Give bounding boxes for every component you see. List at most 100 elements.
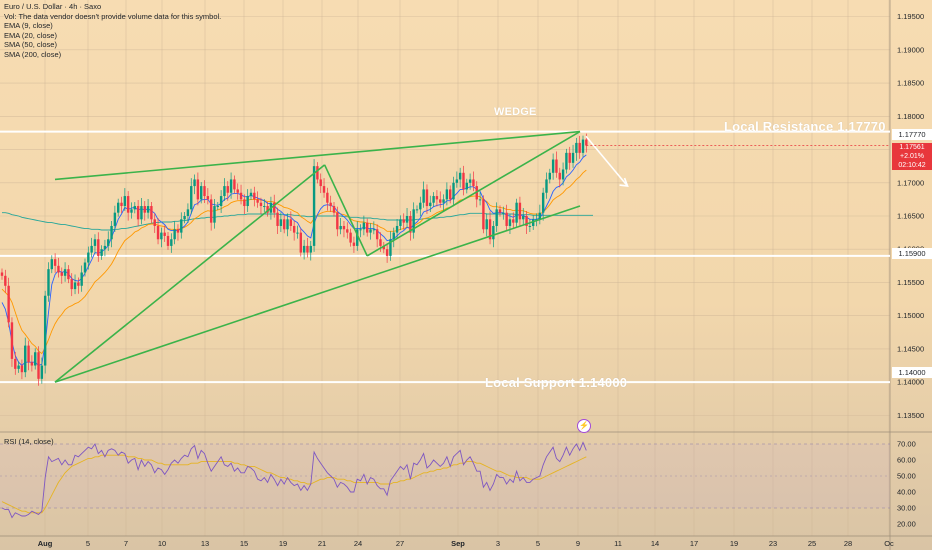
candle-body xyxy=(568,152,571,163)
candle-body xyxy=(578,142,581,153)
candle-body xyxy=(366,222,369,233)
candle-body xyxy=(505,212,508,226)
candle-body xyxy=(452,182,455,200)
wedge-inner-rise-1 xyxy=(54,164,326,383)
price-tick-label: 1.14500 xyxy=(897,344,924,353)
candle-body xyxy=(495,209,498,226)
candle-body xyxy=(166,235,170,246)
resistance-price-tag: 1.17770 xyxy=(892,129,932,140)
indicator-sma200[interactable]: SMA (200, close) xyxy=(4,49,62,59)
time-tick-label: 15 xyxy=(240,539,248,548)
candle-body xyxy=(120,202,123,207)
candle-body xyxy=(130,209,133,213)
candle-body xyxy=(548,172,551,180)
candle-body xyxy=(180,219,183,233)
time-tick-label: 10 xyxy=(158,539,166,548)
candle-body xyxy=(143,206,146,213)
rsi-legend[interactable]: RSI (14, close) xyxy=(4,437,54,446)
symbol-title[interactable]: Euro / U.S. Dollar · 4h · Saxo xyxy=(4,2,102,11)
candle-body xyxy=(190,186,193,210)
candle-body xyxy=(419,202,422,210)
candle-body xyxy=(346,229,349,233)
candle-body xyxy=(462,172,465,190)
candle-body xyxy=(522,216,525,220)
candle-body xyxy=(518,202,522,220)
candle-body xyxy=(525,216,528,226)
candle-body xyxy=(24,345,27,373)
candle-body xyxy=(256,199,259,203)
candle-body xyxy=(14,358,17,369)
time-tick-label: 19 xyxy=(730,539,738,548)
candle-body xyxy=(97,239,100,256)
lightning-icon[interactable]: ⚡ xyxy=(577,419,591,433)
candle-body xyxy=(43,295,47,366)
candle-body xyxy=(226,186,229,193)
candle-body xyxy=(239,192,243,200)
candle-body xyxy=(80,272,83,286)
candle-body xyxy=(296,232,299,234)
candle-body xyxy=(585,139,588,146)
candle-body xyxy=(412,209,415,233)
indicator-ema9[interactable]: EMA (9, close) xyxy=(4,21,53,31)
candle-body xyxy=(422,189,425,203)
candle-body xyxy=(329,202,332,207)
candle-body xyxy=(541,192,545,213)
price-tick-label: 1.16500 xyxy=(897,212,924,221)
candle-body xyxy=(326,192,329,203)
support-label: Local Support 1.14000 xyxy=(485,375,628,390)
candle-body xyxy=(492,225,495,240)
time-tick-label: 11 xyxy=(614,539,622,548)
wedge-lower-outer xyxy=(54,205,581,383)
candle-body xyxy=(73,282,77,290)
candle-body xyxy=(60,272,63,276)
candle-body xyxy=(369,229,372,233)
time-tick-label: 23 xyxy=(769,539,777,548)
sma50-line xyxy=(2,212,593,231)
candle-body xyxy=(133,206,136,210)
candle-body xyxy=(103,245,107,250)
support-price-tag: 1.14000 xyxy=(892,367,932,378)
candle-body xyxy=(27,345,30,363)
indicator-ema20[interactable]: EMA (20, close) xyxy=(4,30,57,40)
time-tick-label: 9 xyxy=(576,539,580,548)
candle-body xyxy=(243,199,246,207)
time-tick-label: Oc xyxy=(884,539,894,548)
candle-body xyxy=(30,362,34,366)
projection-arrow-shaft xyxy=(585,135,629,187)
candle-body xyxy=(482,199,485,230)
candle-body xyxy=(561,169,565,180)
indicator-sma50[interactable]: SMA (50, close) xyxy=(4,40,57,50)
candle-body xyxy=(4,275,7,286)
last-price-tag: 1.17561 +2.01% 02:10:42 xyxy=(892,143,932,170)
candle-body xyxy=(508,219,512,226)
price-tick-label: 1.18000 xyxy=(897,112,924,121)
candle-body xyxy=(263,206,266,208)
candle-body xyxy=(502,212,505,214)
price-tick-label: 1.19500 xyxy=(897,12,924,21)
candle-body xyxy=(395,225,399,233)
time-tick-label: Aug xyxy=(38,539,53,548)
candle-body xyxy=(342,225,346,230)
candle-body xyxy=(309,245,312,253)
candle-body xyxy=(47,269,50,296)
candle-body xyxy=(34,352,37,366)
candle-body xyxy=(233,179,236,190)
candle-body xyxy=(57,265,60,273)
candle-body xyxy=(253,192,256,200)
candle-body xyxy=(299,232,302,253)
candle-body xyxy=(316,166,319,180)
candle-body xyxy=(279,219,283,226)
candle-body xyxy=(488,219,492,240)
rsi-ma-line xyxy=(1,454,587,514)
time-tick-label: 25 xyxy=(808,539,816,548)
candle-body xyxy=(209,199,213,223)
candle-body xyxy=(545,179,548,193)
candle-body xyxy=(50,259,53,270)
candle-body xyxy=(356,229,359,246)
wedge-inner-drop xyxy=(323,164,368,257)
time-tick-label: 7 xyxy=(124,539,128,548)
candle-body xyxy=(0,272,4,276)
price-tick-label: 1.15500 xyxy=(897,278,924,287)
